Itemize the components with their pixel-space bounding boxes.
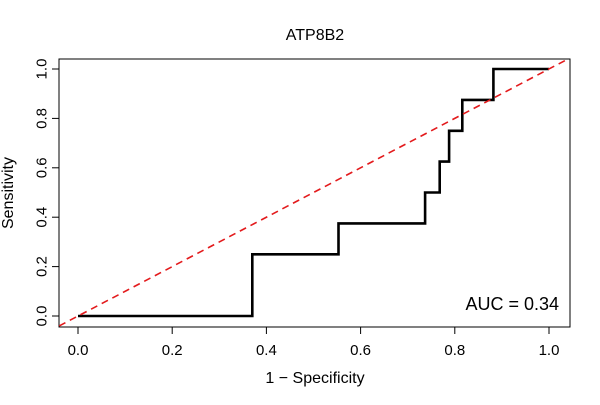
x-tick-label: 0.4: [256, 342, 277, 359]
x-tick-label: 0.0: [68, 342, 89, 359]
x-tick-label: 1.0: [539, 342, 560, 359]
y-tick-label: 0.2: [34, 256, 51, 277]
roc-curve-line: [78, 67, 549, 318]
y-tick-label: 0.8: [34, 108, 51, 129]
y-tick-label: 0.4: [34, 207, 51, 228]
x-axis: 0.0 0.2 0.4 0.6 0.8 1.0: [68, 326, 560, 359]
y-tick-label: 0.6: [34, 157, 51, 178]
y-axis: 0.0 0.2 0.4 0.6 0.8 1.0: [34, 59, 60, 327]
x-tick-label: 0.6: [350, 342, 371, 359]
x-tick-label: 0.2: [162, 342, 183, 359]
auc-annotation: AUC = 0.34: [465, 294, 559, 314]
x-tick-label: 0.8: [444, 342, 465, 359]
chart-title: ATP8B2: [286, 27, 345, 44]
y-tick-label: 1.0: [34, 59, 51, 80]
series-layer: [58, 58, 569, 327]
y-tick-label: 0.0: [34, 306, 51, 327]
y-axis-label: Sensitivity: [0, 157, 17, 229]
x-axis-label: 1 − Specificity: [265, 370, 364, 387]
